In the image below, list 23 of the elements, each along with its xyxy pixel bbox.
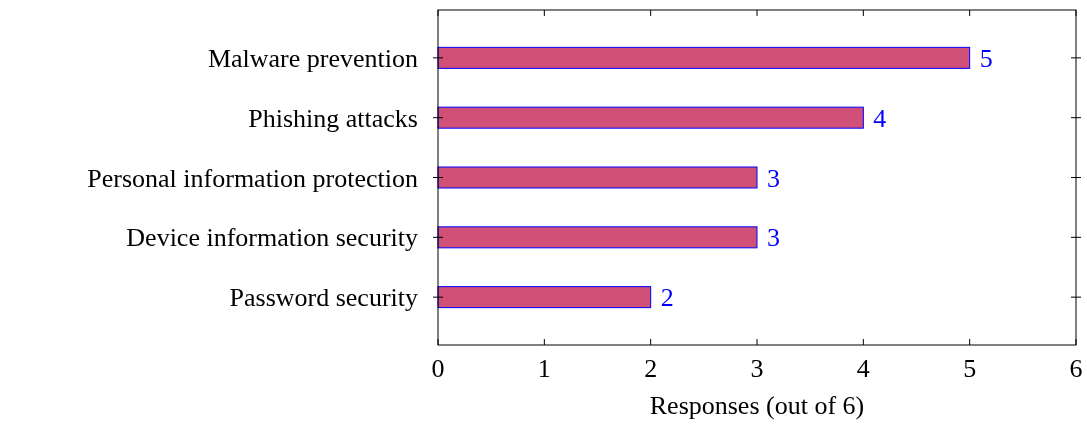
x-tick-label: 4 [856, 354, 870, 383]
y-tick-label: Device information security [126, 223, 418, 253]
x-axis-title: Responses (out of 6) [649, 391, 865, 420]
bar [437, 166, 758, 189]
x-tick-label: 2 [644, 354, 658, 383]
x-tick-label: 5 [963, 354, 977, 383]
bar [437, 286, 652, 309]
bar [437, 46, 971, 69]
data-label: 5 [979, 43, 993, 73]
x-tick-label: 3 [750, 354, 764, 383]
y-tick-label: Personal information protection [87, 163, 418, 193]
data-label: 2 [660, 283, 674, 313]
data-label: 3 [767, 223, 780, 253]
bar [437, 106, 864, 129]
y-tick-label: Malware prevention [207, 43, 418, 73]
x-tick-label: 1 [537, 354, 551, 383]
y-tick-label: Phishing attacks [248, 103, 418, 133]
bar [437, 226, 758, 249]
x-tick-label: 0 [431, 354, 445, 383]
data-label: 4 [873, 103, 887, 133]
y-tick-label: Password security [229, 283, 418, 313]
data-label: 3 [767, 163, 780, 193]
x-tick-label: 6 [1069, 354, 1083, 383]
